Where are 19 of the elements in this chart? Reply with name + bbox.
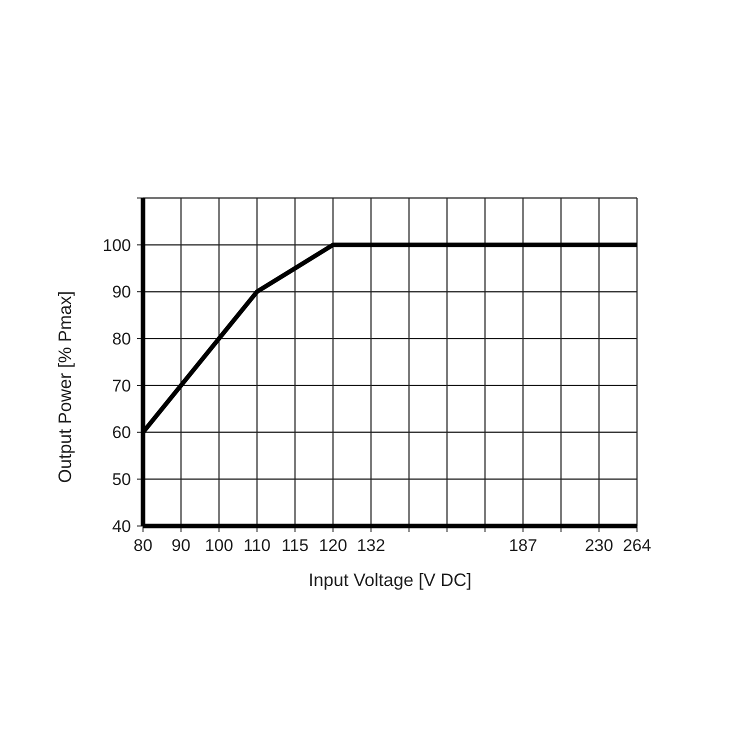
y-tick-label: 60 (112, 423, 131, 442)
y-tick-label: 80 (112, 330, 131, 349)
x-tick-label: 110 (243, 536, 271, 555)
y-tick-label: 40 (112, 516, 131, 536)
x-tick-label: 90 (172, 536, 190, 555)
x-tick-label: 187 (508, 536, 538, 555)
y-axis-title: Output Power [% Pmax] (55, 290, 75, 484)
y-tick-label: 50 (112, 470, 131, 490)
y-tick-label: 70 (112, 376, 131, 396)
x-tick-label: 120 (318, 536, 348, 555)
x-tick-label: 100 (204, 536, 234, 555)
x-tick-label: 80 (134, 536, 152, 555)
x-tick-label: 132 (356, 536, 386, 555)
x-tick-label: 115 (281, 536, 309, 555)
y-tick-label: 100 (102, 236, 131, 255)
x-tick-label: 230 (584, 536, 614, 555)
x-tick-label: 264 (622, 536, 652, 555)
y-tick-label: 90 (112, 282, 131, 302)
x-axis-title: Input Voltage [V DC] (308, 570, 472, 590)
